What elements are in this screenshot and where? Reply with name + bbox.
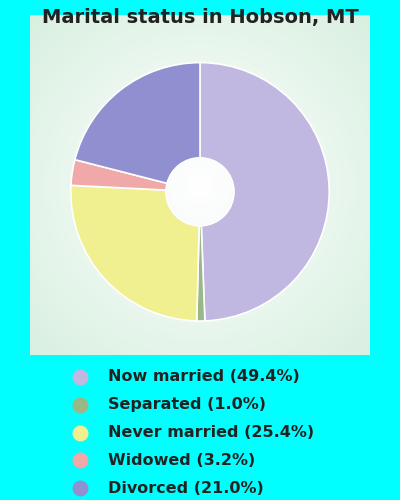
Point xyxy=(77,456,83,464)
Point xyxy=(77,428,83,436)
Text: Now married (49.4%): Now married (49.4%) xyxy=(108,369,300,384)
Wedge shape xyxy=(197,226,205,321)
Wedge shape xyxy=(71,186,199,321)
Text: Marital status in Hobson, MT: Marital status in Hobson, MT xyxy=(42,8,358,27)
Point xyxy=(77,400,83,408)
Wedge shape xyxy=(200,62,329,321)
Wedge shape xyxy=(75,62,200,184)
Text: Widowed (3.2%): Widowed (3.2%) xyxy=(108,453,255,468)
Point xyxy=(77,373,83,381)
Wedge shape xyxy=(71,160,167,190)
Text: Never married (25.4%): Never married (25.4%) xyxy=(108,425,314,440)
Point xyxy=(77,484,83,492)
Text: Separated (1.0%): Separated (1.0%) xyxy=(108,397,266,412)
Text: Divorced (21.0%): Divorced (21.0%) xyxy=(108,481,264,496)
